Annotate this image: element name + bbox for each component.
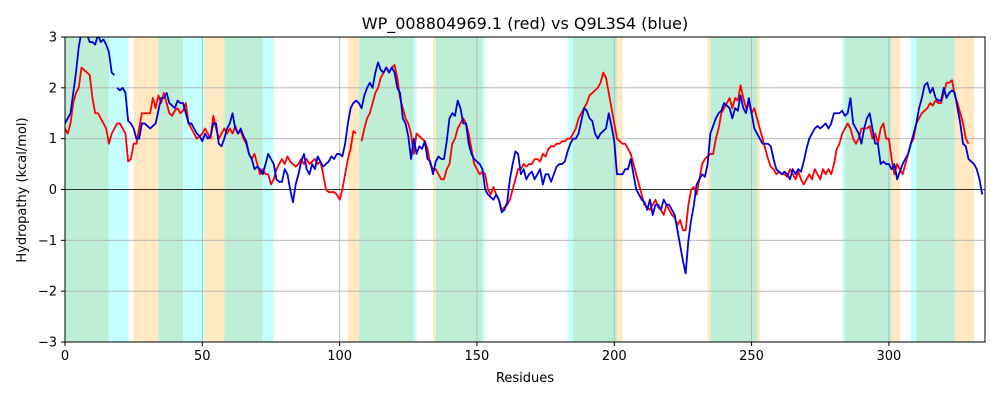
y-tick-label--1: −1 — [38, 234, 57, 249]
y-tick-label--2: −2 — [38, 285, 57, 300]
series-blue-segment-1 — [116, 61, 984, 275]
series-blue-segment-0 — [65, 37, 116, 124]
y-axis-label: Hydropathy (kcal/mol) — [15, 117, 30, 262]
chart-title: WP_008804969.1 (red) vs Q9L3S4 (blue) — [362, 14, 688, 34]
x-tick-label-0: 0 — [61, 349, 69, 364]
y-tick-label-2: 2 — [49, 81, 57, 96]
y-tick-label-0: 0 — [49, 183, 57, 198]
y-tick-label--3: −3 — [38, 336, 57, 351]
series-red-segment-0 — [65, 66, 357, 201]
x-axis-label: Residues — [496, 371, 554, 386]
x-tick-label-300: 300 — [876, 349, 901, 364]
series-layer — [65, 37, 984, 275]
x-tick-label-100: 100 — [327, 349, 352, 364]
x-tick-label-200: 200 — [602, 349, 627, 364]
x-tick-label-150: 150 — [465, 349, 490, 364]
axes-layer: 0 50 100 150 200 250 300 −3 −2 −1 0 1 2 3 — [38, 31, 986, 364]
x-tick-label-250: 250 — [739, 349, 764, 364]
y-tick-label-3: 3 — [49, 31, 57, 46]
x-tick-label-50: 50 — [194, 349, 211, 364]
y-tick-label-1: 1 — [49, 132, 57, 147]
